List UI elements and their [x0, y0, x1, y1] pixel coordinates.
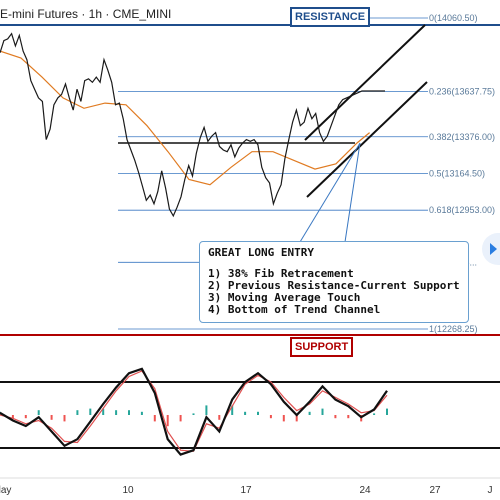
horizontal-lines [0, 24, 500, 336]
symbol-title: E-mini Futures · 1h · CME_MINI [0, 7, 172, 21]
osc-hist-bar [63, 415, 66, 422]
play-button[interactable] [482, 233, 500, 265]
price-series [0, 32, 385, 218]
x-tick-label: lay [0, 485, 11, 496]
oscillator-panel [0, 367, 500, 456]
trend-channel-lower [306, 81, 428, 198]
play-arrow-icon [490, 243, 497, 255]
support-label: SUPPORT [290, 337, 354, 357]
osc-hist-bar [24, 415, 27, 419]
osc-hist-bar [192, 413, 195, 415]
callout-item: 2) Previous Resistance-Current Support [208, 279, 460, 292]
osc-hist-bar [153, 415, 156, 422]
osc-hist-bar [231, 405, 234, 415]
fib-label: 0(14060.50) [429, 13, 478, 23]
pointer-line [299, 142, 361, 243]
osc-k-line [0, 367, 388, 456]
osc-hist-bar [308, 411, 311, 415]
moving-average-line [0, 50, 370, 186]
osc-hist-bar [347, 415, 350, 419]
osc-hist-bar [282, 415, 285, 422]
pointer-line [344, 142, 361, 243]
osc-hist-bar [386, 408, 388, 415]
osc-hist-bar [102, 408, 105, 415]
x-tick-label: 10 [122, 485, 134, 496]
x-tick-label: J [488, 485, 493, 496]
osc-hist-bar [140, 411, 143, 415]
osc-hist-bar [89, 408, 92, 415]
trade-callout: GREAT LONG ENTRY 1) 38% Fib Retracement … [199, 241, 469, 323]
callout-item: 1) 38% Fib Retracement [208, 267, 354, 280]
osc-hist-bar [269, 415, 272, 419]
osc-hist-bar [244, 411, 247, 415]
fib-label: 0.5(13164.50) [429, 168, 485, 178]
callout-pointer [299, 142, 361, 243]
osc-hist-bar [257, 411, 259, 415]
trend-channel [304, 24, 428, 198]
trend-channel-upper [304, 24, 426, 141]
price-line [0, 32, 385, 218]
osc-hist-bar [50, 415, 53, 420]
osc-hist-bar [166, 415, 169, 427]
osc-hist-bar [179, 415, 182, 422]
osc-hist-bar [321, 408, 324, 415]
x-tick-label: 27 [429, 485, 441, 496]
fib-label: 0.618(12953.00) [429, 205, 495, 215]
osc-hist-bar [218, 415, 221, 420]
x-tick-label: 24 [359, 485, 371, 496]
osc-hist-bar [205, 405, 208, 415]
moving-average [0, 50, 370, 186]
callout-title: GREAT LONG ENTRY [208, 246, 314, 259]
osc-hist-bar [334, 415, 337, 419]
osc-hist-bar [373, 413, 376, 415]
fib-label: 1(12268.25) [429, 324, 478, 334]
osc-hist-bar [295, 415, 298, 422]
osc-hist-bar [115, 410, 118, 415]
x-axis: lay 10 17 24 27 J [0, 477, 500, 496]
fib-label: 0.236(13637.75) [429, 86, 495, 96]
osc-hist-bar [11, 415, 14, 419]
fib-label: 0.382(13376.00) [429, 132, 495, 142]
callout-item: 4) Bottom of Trend Channel [208, 303, 381, 316]
resistance-label: RESISTANCE [290, 7, 371, 27]
osc-hist-bar [37, 410, 40, 415]
callout-item: 3) Moving Average Touch [208, 291, 361, 304]
osc-hist-bar [128, 410, 130, 415]
x-tick-label: 17 [240, 485, 252, 496]
osc-hist-bar [76, 410, 79, 415]
